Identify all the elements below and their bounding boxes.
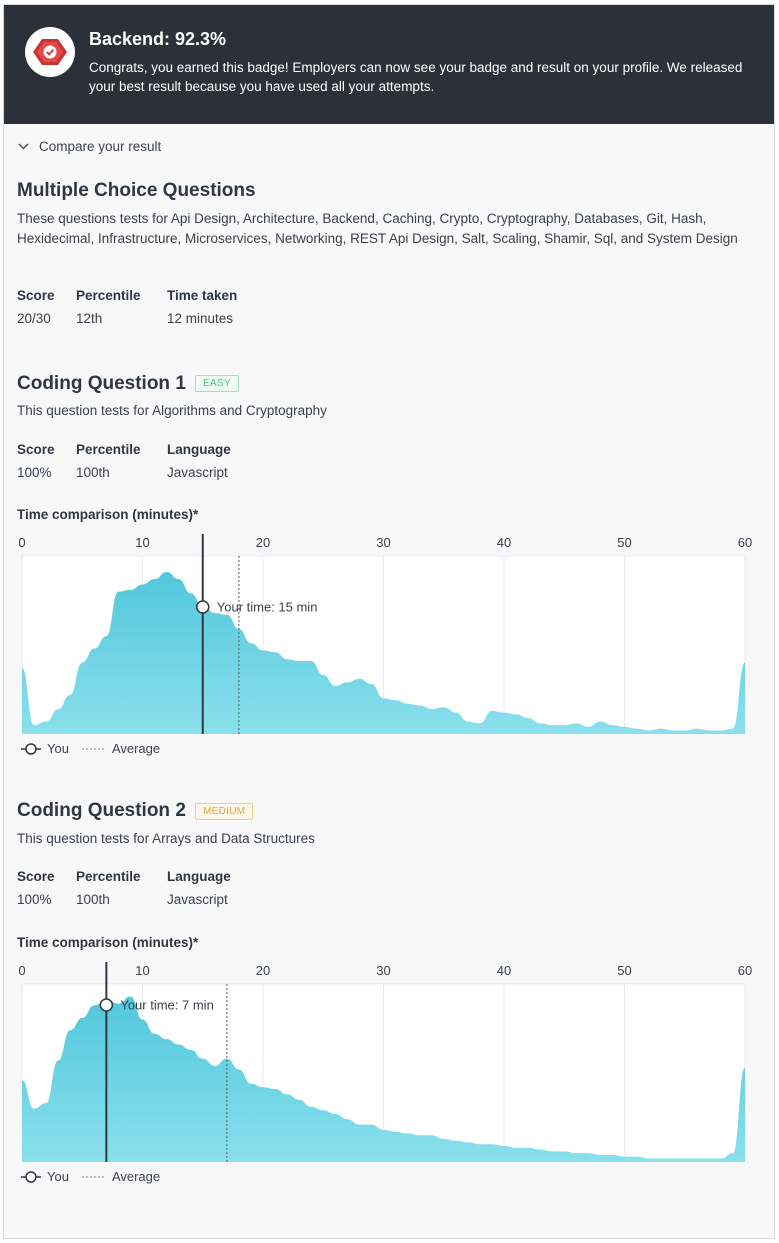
chart-title: Time comparison (minutes)* [17, 935, 199, 950]
stat-label: Score [17, 288, 55, 303]
x-tick-label: 60 [738, 963, 752, 978]
cq1-description: This question tests for Algorithms and C… [17, 403, 327, 418]
stat-value: Javascript [167, 892, 228, 907]
x-tick-label: 30 [376, 535, 390, 550]
x-tick-label: 40 [497, 963, 511, 978]
chart-title: Time comparison (minutes)* [17, 507, 199, 522]
banner-message: Congrats, you earned this badge! Employe… [89, 60, 743, 94]
compare-result-toggle[interactable]: Compare your result [18, 136, 161, 156]
mcq-title: Multiple Choice Questions [17, 180, 256, 201]
cq1-language: Language Javascript [167, 442, 231, 480]
chart-legend: You Average [20, 741, 172, 756]
legend-you-label: You [47, 741, 69, 756]
cq2-score: Score 100% [17, 869, 55, 907]
x-tick-label: 40 [497, 535, 511, 550]
stat-label: Language [167, 442, 231, 457]
banner-title: Backend: 92.3% [89, 29, 227, 49]
compare-result-label: Compare your result [39, 138, 162, 154]
time-comparison-chart: 0 10 20 30 40 50 60 Your time: 15 min [18, 534, 752, 734]
x-tick-label: 10 [135, 535, 149, 550]
x-tick-label: 50 [617, 535, 631, 550]
x-tick-label: 20 [256, 535, 270, 550]
legend-average-label: Average [111, 1169, 161, 1184]
stat-value: 100% [17, 892, 52, 907]
cq1-score: Score 100% [17, 442, 55, 480]
cq1-percentile: Percentile 100th [76, 442, 141, 480]
cq2-title: Coding Question 2 [17, 800, 186, 821]
difficulty-badge: MEDIUM [195, 803, 254, 820]
stat-value: 12th [76, 311, 103, 326]
mcq-description: These questions tests for Api Design, Ar… [17, 211, 738, 246]
x-tick-label: 10 [135, 963, 149, 978]
your-time-marker [99, 998, 114, 1012]
result-banner: Backend: 92.3% Congrats, you earned this… [4, 5, 774, 124]
stat-label: Time taken [167, 288, 238, 303]
legend-you: You [20, 1169, 69, 1184]
stat-value: Javascript [167, 465, 228, 480]
mcq-percentile: Percentile 12th [76, 288, 141, 326]
stat-value: 20/30 [17, 311, 51, 326]
cq1-title: Coding Question 1 [17, 373, 186, 394]
stat-value: 100% [17, 465, 52, 480]
badge-icon [33, 39, 67, 65]
mcq-score: Score 20/30 [17, 288, 55, 326]
time-comparison-chart: 0 10 20 30 40 50 60 Your time: 7 min [18, 962, 752, 1162]
difficulty-badge: EASY [195, 375, 239, 392]
badge-avatar [25, 27, 75, 77]
x-tick-label: 0 [18, 535, 25, 550]
distribution-area [22, 996, 745, 1162]
mcq-time-taken: Time taken 12 minutes [167, 288, 237, 326]
legend-average-label: Average [111, 741, 161, 756]
stat-label: Percentile [76, 869, 141, 884]
legend-average: Average [81, 1169, 160, 1184]
your-time-marker [196, 600, 210, 614]
you-marker-icon [21, 742, 41, 755]
stat-value: 100th [76, 465, 110, 480]
result-panel: Backend: 92.3% Congrats, you earned this… [3, 4, 775, 1239]
cq2-description: This question tests for Arrays and Data … [17, 831, 315, 846]
stat-label: Score [17, 869, 55, 884]
cq2-percentile: Percentile 100th [76, 869, 141, 907]
x-tick-label: 0 [18, 963, 25, 978]
stat-label: Percentile [76, 442, 141, 457]
legend-you-label: You [47, 1169, 69, 1184]
stat-label: Percentile [76, 288, 141, 303]
legend-average: Average [81, 741, 160, 756]
chevron-down-icon [18, 143, 29, 149]
your-time-label: Your time: 7 min [120, 998, 213, 1013]
x-tick-label: 30 [376, 963, 390, 978]
stat-label: Score [17, 442, 55, 457]
x-tick-label: 60 [738, 535, 752, 550]
dashed-line-icon [81, 1176, 106, 1177]
dashed-line-icon [81, 748, 106, 749]
stat-value: 100th [76, 892, 110, 907]
stat-label: Language [167, 869, 231, 884]
you-marker-icon [21, 1170, 41, 1183]
stat-value: 12 minutes [167, 311, 234, 326]
x-tick-label: 20 [256, 963, 270, 978]
your-time-label: Your time: 15 min [217, 600, 318, 615]
cq2-language: Language Javascript [167, 869, 231, 907]
chart-legend: You Average [20, 1169, 172, 1184]
x-tick-label: 50 [617, 963, 631, 978]
legend-you: You [20, 741, 69, 756]
